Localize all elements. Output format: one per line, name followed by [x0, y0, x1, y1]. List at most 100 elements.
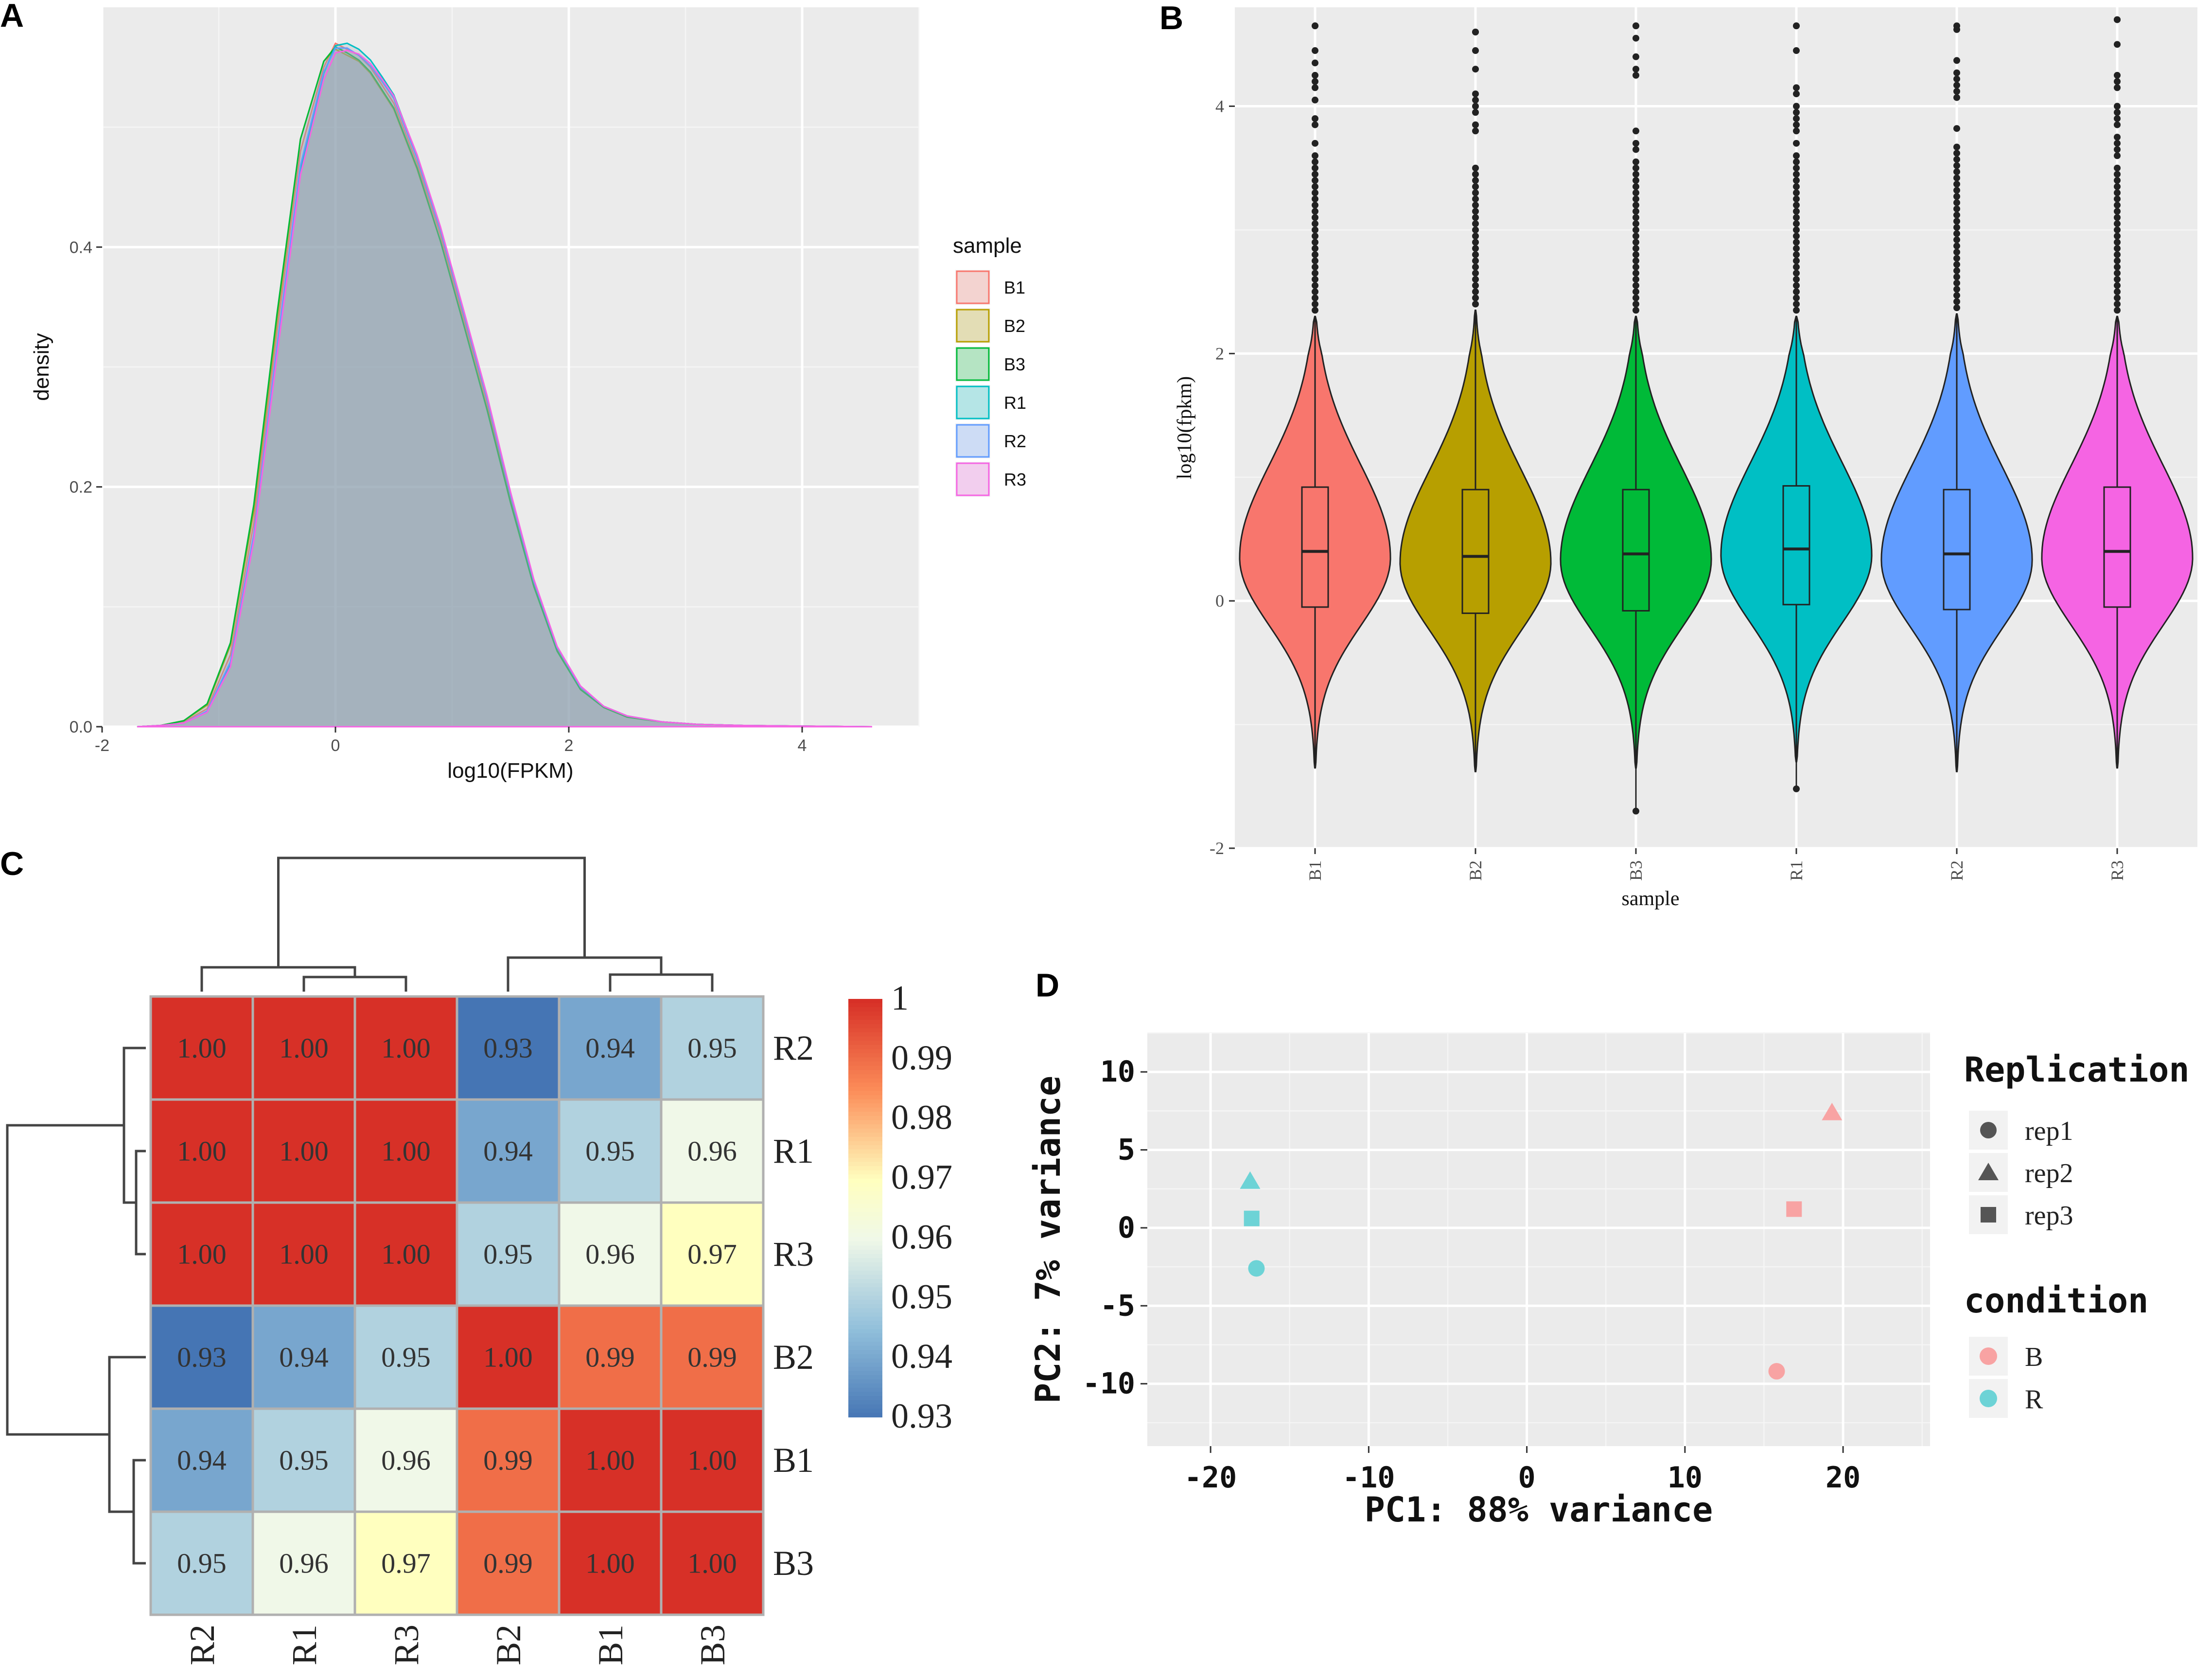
violin-outlier: [1953, 193, 1960, 200]
violin-outlier: [1633, 220, 1639, 227]
violin-outlier: [1953, 267, 1960, 274]
colorbar-tick-label: 0.95: [891, 1277, 952, 1316]
colorbar-segment: [848, 1162, 882, 1167]
violin-outlier: [2114, 276, 2121, 283]
colorbar-segment: [848, 1170, 882, 1175]
violin-outlier: [2114, 263, 2121, 270]
violin-outlier: [2114, 115, 2121, 122]
pca-y-tick-label: -10: [1083, 1367, 1135, 1401]
heatmap-cell-label: 1.00: [687, 1548, 737, 1579]
colorbar-segment: [848, 1254, 882, 1259]
heatmap-row-dendrogram-branch: [136, 1151, 146, 1254]
violin-outlier: [1312, 202, 1318, 209]
pca-point-r-rep1: [1248, 1260, 1264, 1276]
heatmap-cells: 1.00 1.00 1.00 0.93 0.94 0.95 1.00 1.00 1.00 0.94…: [151, 996, 763, 1615]
violin-outlier: [1312, 251, 1318, 258]
violin-outlier: [1312, 301, 1318, 308]
heatmap-col-label: R3: [387, 1625, 426, 1665]
colorbar-segment: [848, 1183, 882, 1188]
violin-outlier: [1793, 90, 1800, 97]
heatmap-cell-label: 1.00: [687, 1445, 737, 1476]
violin-outlier: [1312, 233, 1318, 240]
colorbar-segment: [848, 1329, 882, 1334]
heatmap-cell-label: 0.99: [483, 1548, 533, 1579]
colorbar-segment: [848, 1413, 882, 1417]
colorbar-segment: [848, 1229, 882, 1234]
violin-outlier: [2114, 301, 2121, 308]
violin-outlier: [1312, 78, 1318, 85]
violin-outlier: [1472, 202, 1479, 209]
violin-outlier: [1793, 195, 1800, 202]
violin-outlier: [1312, 295, 1318, 301]
violin-outlier: [1312, 47, 1318, 54]
violin-outlier: [1633, 301, 1639, 308]
violin-outlier: [1793, 786, 1800, 792]
violin-outlier: [2114, 146, 2121, 153]
heatmap-row-dendrogram-branch: [134, 1460, 146, 1563]
violin-outlier: [2114, 202, 2121, 209]
heatmap-row-label: R1: [773, 1132, 814, 1170]
heatmap-cell-label: 1.00: [381, 1239, 431, 1270]
violin-outlier: [1953, 249, 1960, 256]
pca-plot: -20 -10 0 10 201050-5-10 PC1: 88% variance P…: [1028, 1033, 2190, 1530]
violin-outlier: [1312, 214, 1318, 221]
colorbar-segment: [848, 1380, 882, 1384]
heatmap-cell-label: 1.00: [381, 1135, 431, 1167]
violin-outlier: [1633, 202, 1639, 209]
heatmap-col-dendrogram-branch: [610, 975, 712, 992]
heatmap-cell-label: 0.95: [279, 1445, 329, 1476]
violin-outlier: [1953, 243, 1960, 249]
colorbar-segment: [848, 1375, 882, 1380]
heatmap-col-dendrogram-branch: [304, 977, 406, 992]
colorbar-segment: [848, 1191, 882, 1196]
heatmap-cell-label: 0.99: [585, 1342, 635, 1373]
violin-plot: -2024B1 B2 B3 R1 R2 R3 sample log10(fpkm): [1174, 7, 2197, 910]
colorbar-segment: [848, 1045, 882, 1050]
violin-outlier: [1633, 245, 1639, 252]
violin-outlier: [1312, 115, 1318, 122]
violin-outlier: [1633, 208, 1639, 215]
heatmap-cell-label: 0.99: [483, 1445, 533, 1476]
violin-outlier: [1953, 94, 1960, 101]
violin-outlier: [1953, 274, 1960, 280]
heatmap-row-label: B1: [773, 1441, 814, 1480]
violin-y-tick-label: 0: [1215, 591, 1224, 611]
violin-outlier: [1793, 208, 1800, 215]
violin-outlier: [2114, 295, 2121, 301]
violin-outlier: [1633, 190, 1639, 196]
colorbar-segment: [848, 1141, 882, 1146]
violin-outlier: [2114, 239, 2121, 245]
violin-outlier: [1472, 47, 1479, 54]
violin-outlier: [2114, 140, 2121, 147]
density-legend-label: B2: [1004, 316, 1025, 336]
violin-outlier: [2114, 41, 2121, 48]
violin-outlier: [1633, 183, 1639, 190]
violin-outlier: [1472, 220, 1479, 227]
violin-outlier: [1793, 127, 1800, 134]
colorbar-segment: [848, 1099, 882, 1104]
pca-point-b-rep3: [1786, 1201, 1802, 1217]
violin-outlier: [2114, 251, 2121, 258]
violin-outlier: [1633, 165, 1639, 172]
violin-outlier: [1793, 152, 1800, 159]
colorbar-segment: [848, 1266, 882, 1271]
violin-outlier: [1312, 72, 1318, 79]
colorbar-segment: [848, 1137, 882, 1142]
violin-outlier: [1472, 245, 1479, 252]
colorbar-segment: [848, 1007, 882, 1012]
colorbar-segment: [848, 1032, 882, 1037]
violin-outlier: [2114, 282, 2121, 289]
colorbar-segment: [848, 1083, 882, 1087]
pca-legend-shape-title: Replication: [1964, 1050, 2190, 1090]
violin-outlier: [1312, 258, 1318, 264]
violin-outlier: [2114, 165, 2121, 172]
violin-outlier: [1312, 245, 1318, 252]
heatmap-cell-label: 0.96: [381, 1445, 431, 1476]
violin-outlier: [1472, 97, 1479, 104]
colorbar-segment: [848, 1028, 882, 1033]
colorbar-segment: [848, 1371, 882, 1376]
violin-outlier: [1312, 171, 1318, 177]
heatmap-cell-label: 0.97: [381, 1548, 431, 1579]
violin-outlier: [1633, 288, 1639, 295]
violin-outlier: [2114, 152, 2121, 159]
